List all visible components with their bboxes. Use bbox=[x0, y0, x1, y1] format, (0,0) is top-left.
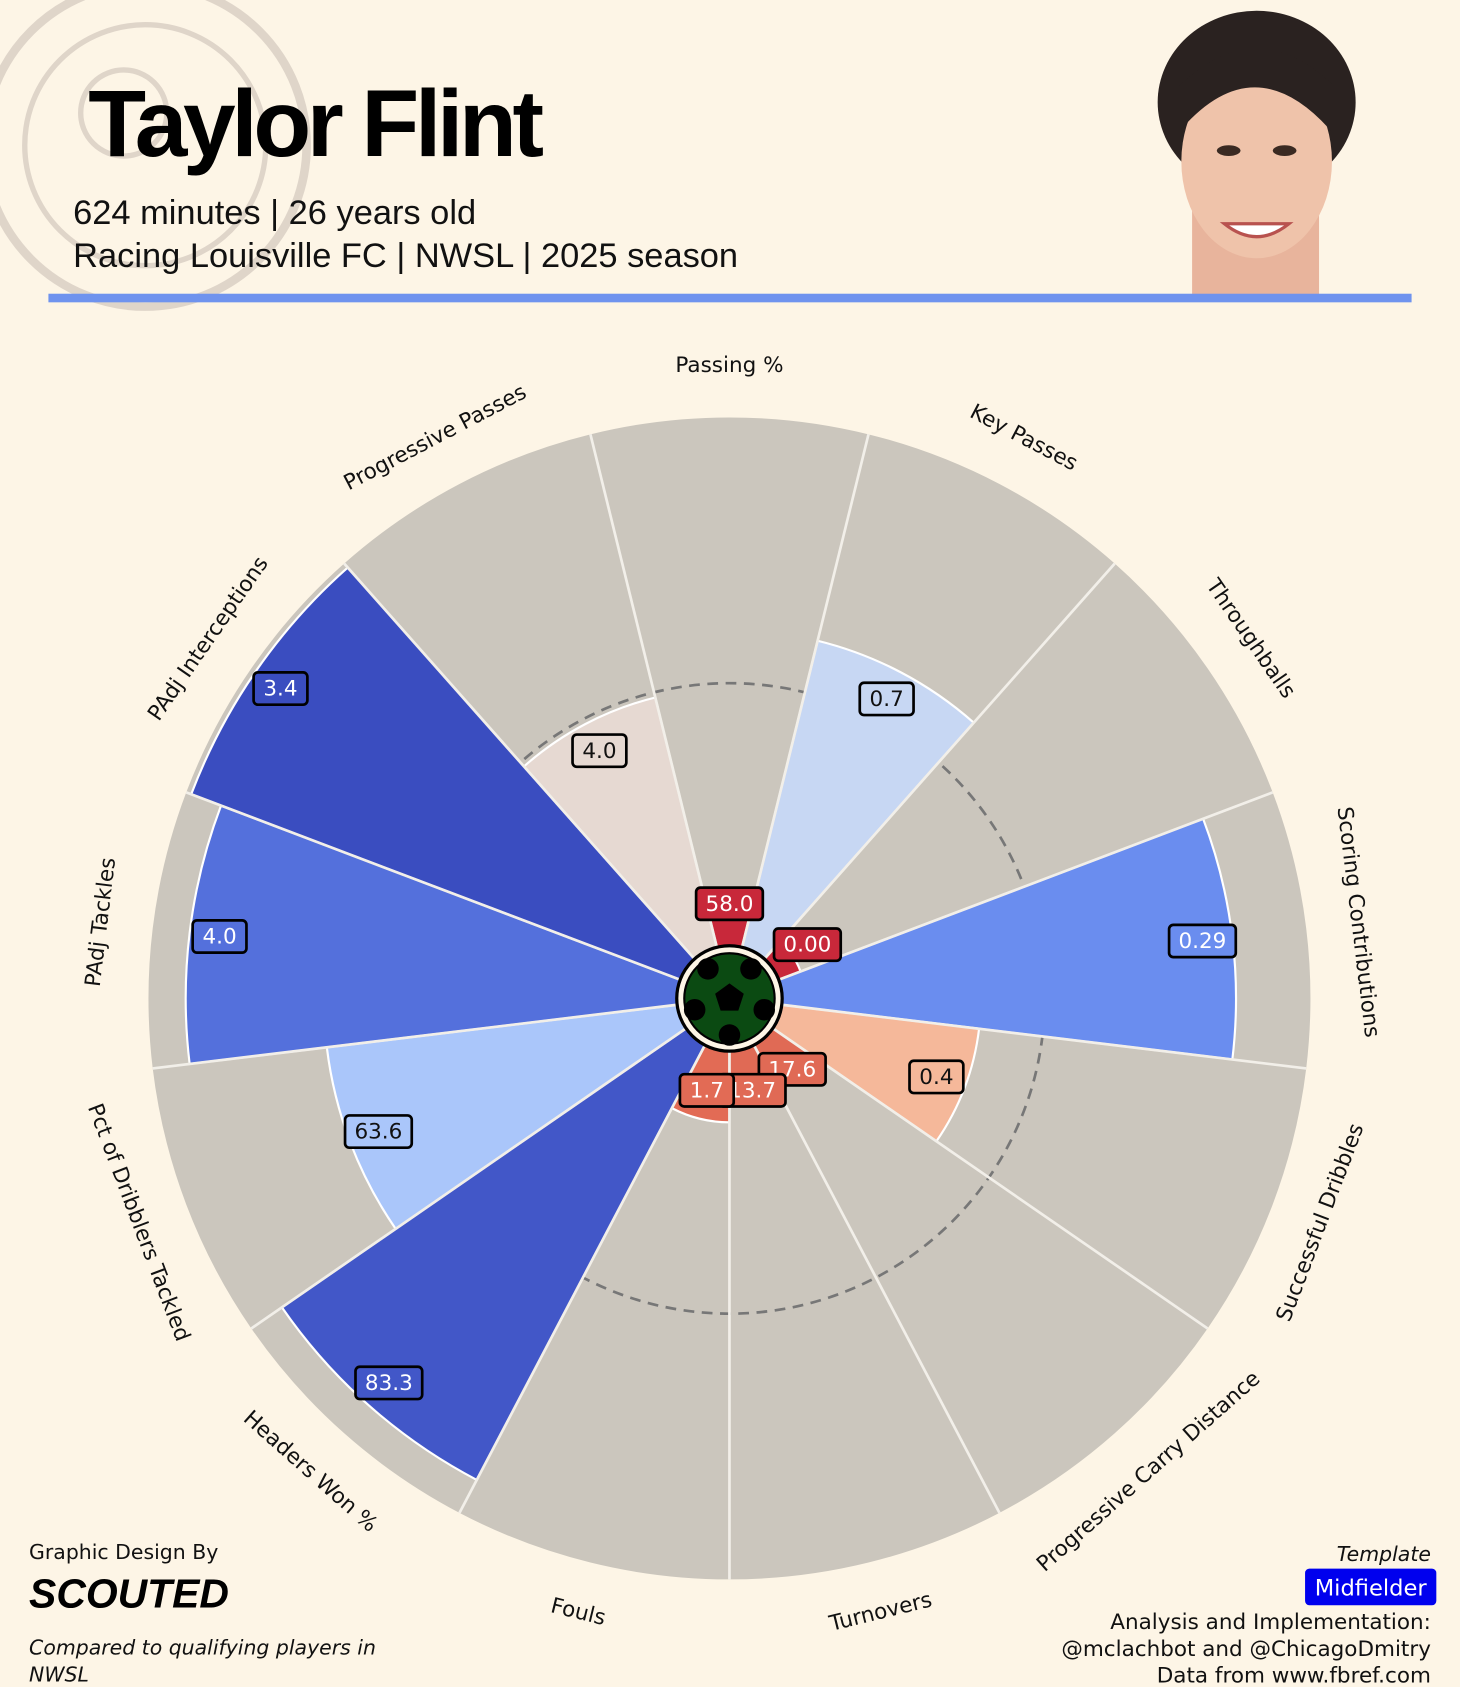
value-label: 0.29 bbox=[1178, 929, 1226, 954]
title: Taylor Flint bbox=[88, 71, 543, 177]
credit: Analysis and Implementation: bbox=[1110, 1610, 1431, 1635]
center-ball-patch bbox=[715, 983, 744, 1011]
value-label-box bbox=[354, 1365, 424, 1401]
separator bbox=[589, 434, 719, 951]
credit: @mclachbot and @ChicagoDmitry bbox=[1061, 1637, 1431, 1662]
brand: SCOUTED bbox=[29, 1570, 229, 1616]
value-label: 4.0 bbox=[582, 739, 616, 764]
value-label-box bbox=[191, 919, 248, 954]
separator bbox=[185, 791, 684, 983]
comparison-note: NWSL bbox=[29, 1663, 89, 1687]
slice-background bbox=[762, 563, 1273, 981]
center-ball-patch bbox=[697, 958, 719, 980]
value-label-box bbox=[858, 681, 915, 717]
value-label-box bbox=[772, 927, 843, 963]
player-photo bbox=[1157, 10, 1356, 296]
separator bbox=[152, 1003, 681, 1070]
design-credit: Graphic Design By bbox=[29, 1540, 218, 1564]
separator bbox=[458, 1041, 708, 1514]
value-label: 0.00 bbox=[783, 933, 831, 958]
center-ball-patch bbox=[740, 958, 762, 980]
center-ball-patch bbox=[718, 1024, 741, 1046]
value-label: 4.0 bbox=[202, 925, 236, 950]
subtitle: Racing Louisville FC | NWSL | 2025 seaso… bbox=[73, 237, 738, 275]
center-ball-patch bbox=[753, 998, 776, 1021]
separator bbox=[343, 562, 698, 963]
separator bbox=[250, 1025, 690, 1330]
template: Midfielder bbox=[1315, 1576, 1428, 1602]
separator bbox=[769, 1025, 1209, 1330]
comparison-note: Compared to qualifying players in bbox=[29, 1636, 376, 1660]
separator bbox=[778, 1003, 1307, 1070]
value-label: 83.3 bbox=[365, 1371, 413, 1396]
category-label: Passing % bbox=[675, 353, 783, 378]
value-label: 1.7 bbox=[690, 1078, 724, 1103]
separator bbox=[775, 791, 1274, 983]
template-badge bbox=[1305, 1568, 1437, 1606]
value-label: 13.7 bbox=[728, 1078, 776, 1103]
club-logo bbox=[0, 0, 311, 311]
value-label-box bbox=[678, 1072, 736, 1108]
value-label: 63.6 bbox=[354, 1120, 402, 1145]
center-ball-patch bbox=[683, 998, 706, 1021]
separator bbox=[761, 562, 1116, 963]
value-label-box bbox=[694, 886, 765, 922]
template-label: Template bbox=[1337, 1542, 1431, 1566]
slice-background bbox=[459, 1042, 730, 1580]
value-label: 58.0 bbox=[706, 892, 754, 917]
header-rule bbox=[48, 293, 1412, 303]
value-label: 0.4 bbox=[919, 1065, 953, 1090]
slice-background bbox=[752, 1026, 1208, 1513]
slice-background bbox=[729, 1042, 1000, 1580]
value-label-box bbox=[908, 1059, 965, 1095]
value-label-box bbox=[1167, 923, 1238, 959]
value-label: 3.4 bbox=[263, 677, 297, 702]
value-label-box bbox=[252, 671, 309, 707]
subtitle: 624 minutes | 26 years old bbox=[73, 194, 476, 232]
value-label-box bbox=[343, 1114, 414, 1150]
value-label-box bbox=[571, 733, 628, 769]
value-label: 0.7 bbox=[870, 687, 904, 712]
separator bbox=[751, 1041, 1001, 1514]
separator bbox=[740, 434, 870, 951]
source: Data from www.fbref.com bbox=[1157, 1664, 1431, 1687]
